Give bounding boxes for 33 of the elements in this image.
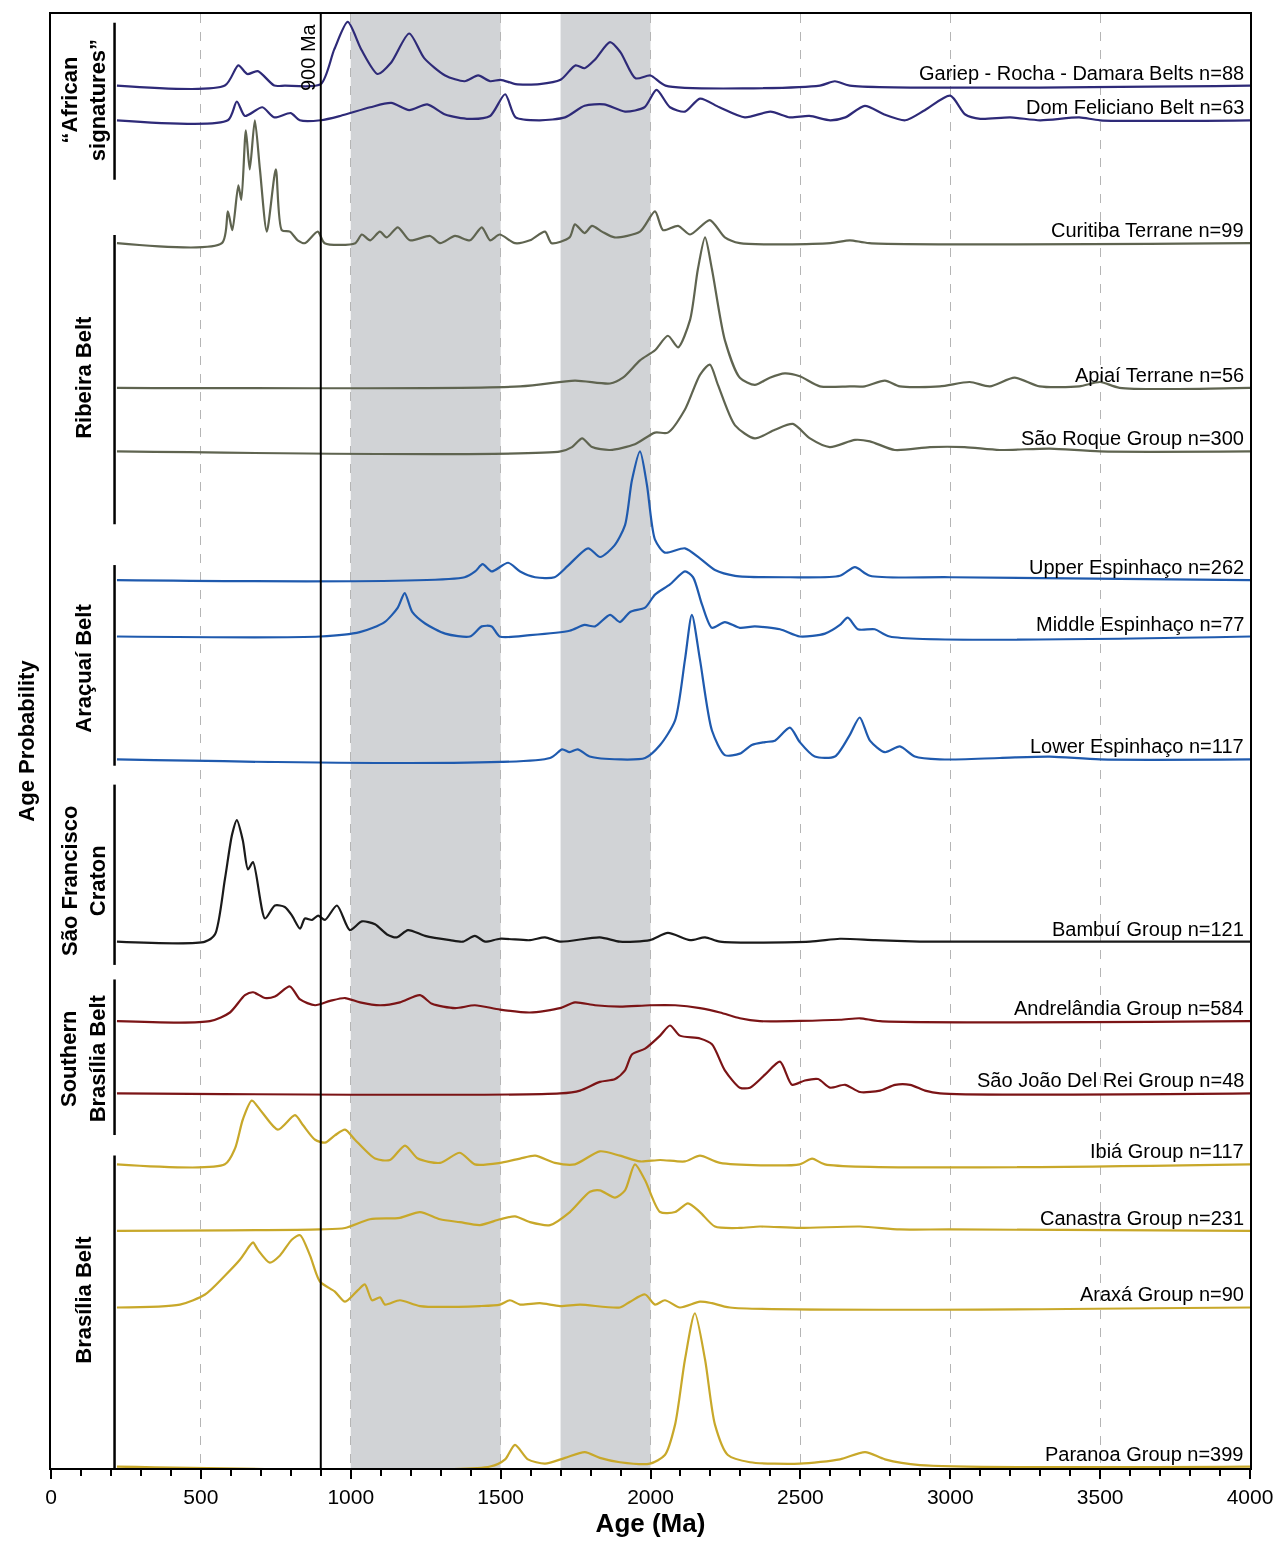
series-label: Curitiba Terrane n=99 [1051,219,1244,241]
series-label: Gariep - Rocha - Damara Belts n=88 [919,62,1245,84]
series-label: Andrelândia Group n=584 [1014,997,1244,1019]
annotation: Southern Brasília Belt [56,994,110,1123]
x-tick-label: 1500 [477,1485,524,1509]
ref-line-label: 900 Ma [296,23,319,92]
x-tick-label: 0 [45,1485,57,1509]
series-label: Middle Espinhaço n=77 [1036,613,1245,635]
x-tick-label: 500 [183,1485,219,1509]
series-label: Upper Espinhaço n=262 [1029,556,1245,578]
series-label: Canastra Group n=231 [1040,1207,1245,1229]
annotation: “African signatures” [56,38,111,162]
x-tick-label: 3000 [926,1485,974,1509]
series-label: Araxá Group n=90 [1080,1283,1244,1305]
series-label: São Roque Group n=300 [1021,427,1244,449]
annotation: Ribeira Belt [70,315,96,439]
series-label: Dom Feliciano Belt n=63 [1026,96,1245,118]
x-axis-title: Age (Ma) [595,1508,706,1539]
annotation: Araçuaí Belt [71,603,97,733]
annotation: São Francisco Craton [56,805,111,956]
series-label: Bambuí Group n=121 [1052,918,1244,940]
series-label: Ibiá Group n=117 [1090,1140,1244,1162]
y-axis-title: Age Probability [14,659,40,822]
series-label: Lower Espinhaço n=117 [1030,735,1244,757]
series-label: São João Del Rei Group n=48 [977,1069,1245,1091]
x-tick-label: 3500 [1076,1485,1124,1509]
annotation: Brasília Belt [71,1235,97,1364]
x-tick-label: 1000 [327,1485,375,1509]
series-label: Apiaí Terrane n=56 [1075,364,1245,386]
x-tick-label: 2000 [627,1485,674,1509]
x-tick-label: 2500 [777,1485,824,1509]
x-tick-label: 4000 [1226,1485,1274,1509]
series-label: Paranoa Group n=399 [1045,1443,1244,1465]
